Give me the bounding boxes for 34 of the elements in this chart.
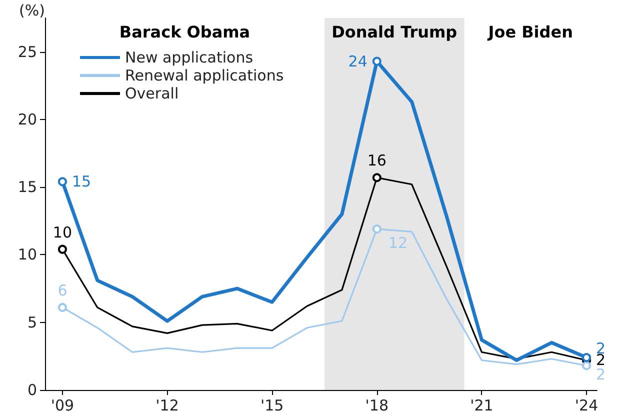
x-tick-label: '15	[260, 396, 284, 414]
point	[372, 224, 382, 234]
y-axis-title: (%)	[19, 2, 45, 20]
point	[372, 56, 382, 66]
x-tick-label: '21	[470, 396, 494, 414]
point	[58, 302, 67, 312]
data-label: 10	[52, 223, 72, 242]
data-label: 6	[58, 281, 68, 300]
legend-label: New applications	[125, 48, 254, 66]
y-tick-label: 15	[18, 178, 37, 196]
point	[582, 361, 592, 370]
data-label: 15	[72, 172, 92, 191]
y-tick-label: 20	[18, 110, 37, 128]
annotation: Joe Biden	[487, 22, 573, 42]
y-tick-label: 25	[18, 42, 37, 61]
y-tick-label: 5	[27, 313, 37, 332]
data-label: 16	[367, 152, 386, 170]
legend-label: Renewal applications	[125, 66, 284, 84]
legend-label: Overall	[125, 84, 179, 102]
data-label: 2	[596, 366, 606, 384]
point	[58, 244, 67, 254]
point	[58, 177, 67, 186]
y-tick-label: 0	[27, 381, 37, 399]
point	[372, 173, 382, 182]
x-tick-label: '12	[156, 396, 179, 414]
band-label: Donald Trump	[332, 22, 458, 42]
point	[582, 353, 592, 362]
data-label: 24	[348, 52, 368, 70]
x-tick-label: '09	[50, 396, 74, 414]
annotation: Barack Obama	[119, 22, 250, 42]
data-label: 12	[388, 234, 408, 252]
y-tick-label: 10	[18, 246, 37, 264]
x-tick-label: '18	[365, 396, 389, 414]
x-tick-label: '24	[574, 396, 598, 414]
